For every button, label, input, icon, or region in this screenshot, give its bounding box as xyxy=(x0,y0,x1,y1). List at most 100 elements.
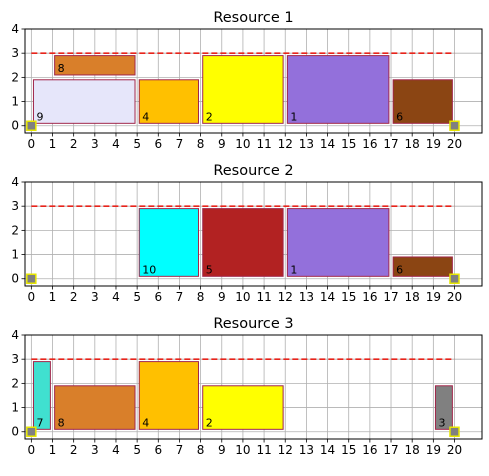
x-tick-label: 19 xyxy=(426,290,441,304)
x-tick-label: 14 xyxy=(320,290,335,304)
x-tick-label: 6 xyxy=(154,290,162,304)
x-tick-label: 18 xyxy=(405,290,420,304)
x-tick-label: 19 xyxy=(426,443,441,457)
anchor-marker xyxy=(449,120,460,131)
task-label: 1 xyxy=(290,263,297,276)
chart-title: Resource 2 xyxy=(213,163,293,179)
y-tick-label: 2 xyxy=(11,70,19,84)
y-tick-label: 3 xyxy=(11,199,19,213)
x-tick-label: 20 xyxy=(447,290,462,304)
x-tick-label: 17 xyxy=(383,137,398,151)
x-tick-label: 18 xyxy=(405,443,420,457)
task-bar-1 xyxy=(286,55,390,124)
x-tick-label: 7 xyxy=(176,443,184,457)
x-tick-label: 15 xyxy=(341,137,356,151)
y-tick-label: 2 xyxy=(11,376,19,390)
task-label: 8 xyxy=(58,62,65,75)
x-tick-label: 9 xyxy=(218,290,226,304)
x-tick-label: 4 xyxy=(112,290,120,304)
x-tick-label: 9 xyxy=(218,443,226,457)
y-tick-label: 4 xyxy=(11,22,19,36)
task-bar-2 xyxy=(202,385,284,430)
task-bar-2 xyxy=(202,55,284,124)
x-tick-label: 5 xyxy=(133,290,141,304)
task-label: 5 xyxy=(206,263,213,276)
task-bar-9 xyxy=(32,79,136,124)
y-tick-label: 1 xyxy=(11,401,19,415)
task-bar-6 xyxy=(392,79,453,124)
x-tick-label: 20 xyxy=(447,443,462,457)
x-tick-label: 2 xyxy=(70,443,78,457)
x-tick-label: 15 xyxy=(341,290,356,304)
x-tick-label: 5 xyxy=(133,443,141,457)
task-bar-7 xyxy=(32,361,51,430)
x-tick-label: 3 xyxy=(91,290,99,304)
task-label: 4 xyxy=(142,110,149,123)
x-tick-label: 8 xyxy=(197,290,205,304)
x-tick-label: 17 xyxy=(383,443,398,457)
x-tick-label: 14 xyxy=(320,443,335,457)
x-tick-label: 10 xyxy=(235,137,250,151)
task-label: 1 xyxy=(290,110,297,123)
chart-panel-2: Resource 210 5 1 60 1 2 3 4 5 6 7 8 9 10 11 12 13 14 15 16 1… xyxy=(11,163,483,304)
x-tick-label: 0 xyxy=(28,443,36,457)
x-tick-label: 6 xyxy=(154,137,162,151)
task-bar-6 xyxy=(392,256,453,277)
task-label: 9 xyxy=(36,110,43,123)
x-tick-label: 11 xyxy=(256,443,271,457)
y-tick-label: 0 xyxy=(11,119,19,133)
axes-frame xyxy=(24,181,483,287)
axes-frame xyxy=(24,28,483,134)
x-tick-label: 8 xyxy=(197,443,205,457)
task-label: 4 xyxy=(142,416,149,429)
y-tick-label: 4 xyxy=(11,175,19,189)
x-tick-label: 11 xyxy=(256,137,271,151)
y-tick-label: 1 xyxy=(11,248,19,262)
x-tick-label: 0 xyxy=(28,137,36,151)
x-tick-label: 2 xyxy=(70,290,78,304)
chart-title: Resource 1 xyxy=(213,10,293,26)
x-tick-label: 6 xyxy=(154,443,162,457)
task-bar-8 xyxy=(54,385,136,430)
x-tick-label: 16 xyxy=(362,443,377,457)
x-tick-label: 12 xyxy=(278,443,293,457)
anchor-marker xyxy=(26,273,37,284)
y-tick-label: 4 xyxy=(11,328,19,342)
x-tick-label: 15 xyxy=(341,443,356,457)
task-label: 2 xyxy=(206,416,213,429)
x-tick-label: 13 xyxy=(299,137,314,151)
x-tick-label: 12 xyxy=(278,137,293,151)
x-tick-label: 14 xyxy=(320,137,335,151)
y-tick-label: 3 xyxy=(11,46,19,60)
task-label: 6 xyxy=(396,110,403,123)
x-tick-label: 9 xyxy=(218,137,226,151)
y-tick-label: 2 xyxy=(11,223,19,237)
anchor-marker xyxy=(449,273,460,284)
task-bar-5 xyxy=(202,208,284,277)
axes-frame xyxy=(24,334,483,440)
x-tick-label: 18 xyxy=(405,137,420,151)
task-label: 6 xyxy=(396,263,403,276)
x-tick-label: 16 xyxy=(362,137,377,151)
x-tick-label: 7 xyxy=(176,137,184,151)
anchor-marker xyxy=(449,426,460,437)
task-label: 8 xyxy=(58,416,65,429)
x-tick-label: 1 xyxy=(49,290,57,304)
y-tick-label: 3 xyxy=(11,352,19,366)
x-tick-label: 5 xyxy=(133,137,141,151)
anchor-marker xyxy=(26,120,37,131)
x-tick-label: 10 xyxy=(235,443,250,457)
x-tick-label: 4 xyxy=(112,443,120,457)
y-tick-label: 0 xyxy=(11,425,19,439)
y-tick-label: 0 xyxy=(11,272,19,286)
x-tick-label: 10 xyxy=(235,290,250,304)
task-bar-8 xyxy=(54,55,136,76)
y-tick-label: 1 xyxy=(11,95,19,109)
x-tick-label: 4 xyxy=(112,137,120,151)
task-bar-3 xyxy=(434,385,453,430)
chart-title: Resource 3 xyxy=(213,316,293,332)
x-tick-label: 11 xyxy=(256,290,271,304)
x-tick-label: 7 xyxy=(176,290,184,304)
